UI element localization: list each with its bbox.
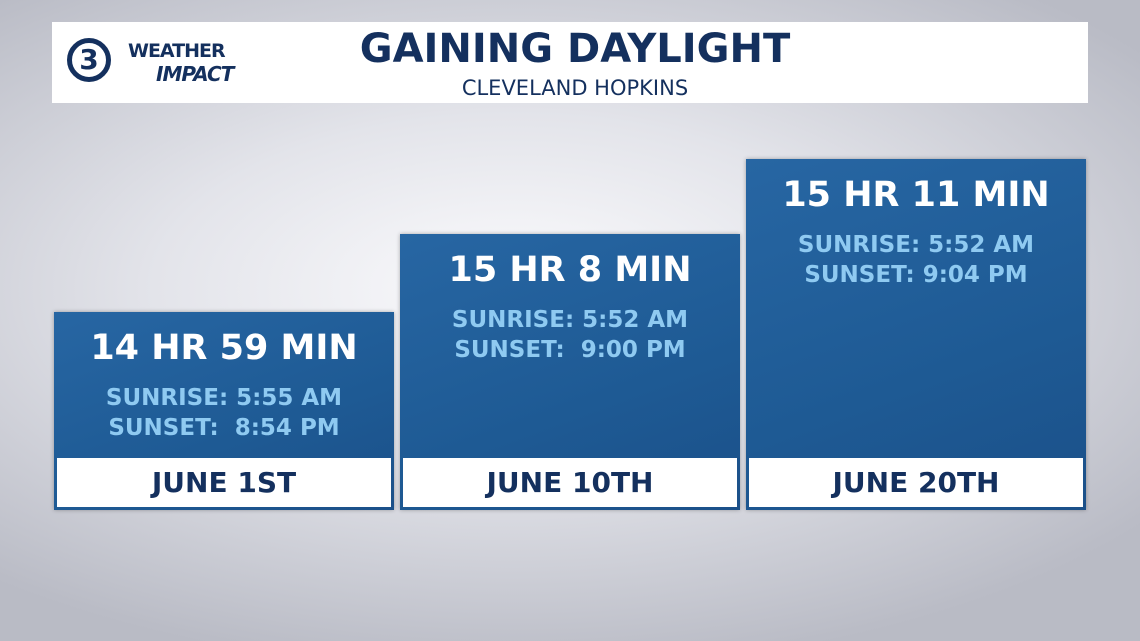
sunrise: SUNRISE: 5:55 AM bbox=[105, 385, 343, 411]
daylight-duration: 15 HR 8 MIN bbox=[448, 250, 692, 290]
header: 3 WEATHER IMPACT GAINING DAYLIGHT CLEVEL… bbox=[52, 22, 1088, 103]
day-card: 15 HR 11 MIN SUNRISE: 5:52 AM SUNSET: 9:04… bbox=[746, 159, 1086, 510]
date-label: JUNE 10TH bbox=[403, 458, 737, 507]
sunrise: SUNRISE: 5:52 AM bbox=[451, 307, 689, 333]
title: GAINING DAYLIGHT bbox=[359, 26, 791, 72]
date-label: JUNE 20TH bbox=[749, 458, 1083, 507]
sunset: SUNSET: 9:04 PM bbox=[804, 262, 1028, 288]
logo-number: 3 bbox=[67, 38, 111, 82]
daylight-duration: 14 HR 59 MIN bbox=[90, 328, 358, 368]
subtitle: CLEVELAND HOPKINS bbox=[461, 76, 689, 100]
daylight-duration: 15 HR 11 MIN bbox=[782, 175, 1050, 215]
date-label: JUNE 1ST bbox=[57, 458, 391, 507]
day-card: 14 HR 59 MIN SUNRISE: 5:55 AM SUNSET: 8:54… bbox=[54, 312, 394, 510]
day-card: 15 HR 8 MIN SUNRISE: 5:52 AM SUNSET: 9:00 … bbox=[400, 234, 740, 510]
sunset: SUNSET: 9:00 PM bbox=[454, 337, 686, 363]
sunset: SUNSET: 8:54 PM bbox=[108, 415, 340, 441]
logo-text: IMPACT bbox=[156, 62, 234, 86]
logo-text: WEATHER bbox=[128, 40, 226, 62]
sunrise: SUNRISE: 5:52 AM bbox=[797, 232, 1035, 258]
